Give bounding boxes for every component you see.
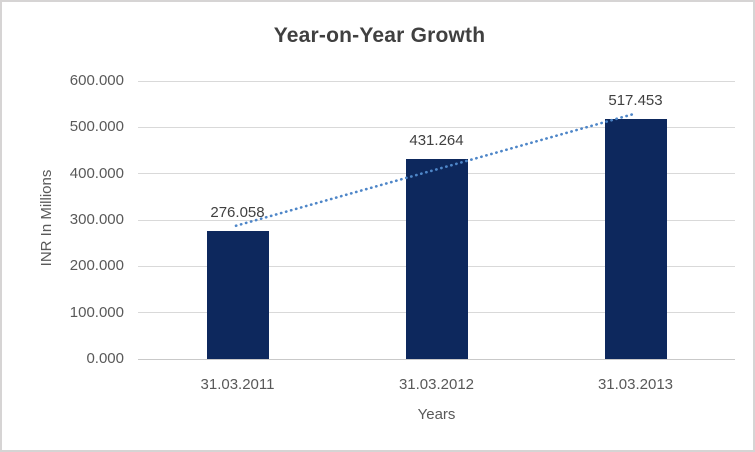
y-tick-label: 600.000	[69, 72, 124, 89]
x-tick-label: 31.03.2013	[597, 376, 674, 393]
bar	[206, 231, 269, 359]
y-tick-label: 200.000	[69, 257, 124, 275]
x-tick-label: 31.03.2012	[398, 376, 475, 393]
gridline	[138, 80, 735, 82]
x-axis-line	[138, 358, 735, 360]
chart-title: Year-on-Year Growth	[273, 24, 486, 47]
y-tick-label: 400.000	[69, 164, 124, 182]
y-tick-label: 0.000	[86, 350, 124, 367]
y-tick-label: 500.000	[69, 118, 124, 136]
x-tick-label: 31.03.2011	[200, 376, 275, 393]
bar-data-label: 517.453	[608, 92, 663, 110]
x-axis-title: Years	[417, 406, 456, 423]
bar	[405, 159, 468, 359]
bar-data-label: 276.058	[210, 204, 265, 222]
y-tick-label: 100.000	[69, 303, 124, 321]
y-tick-label: 300.000	[69, 211, 124, 228]
bar-data-label: 431.264	[409, 132, 464, 150]
bar	[604, 119, 667, 359]
